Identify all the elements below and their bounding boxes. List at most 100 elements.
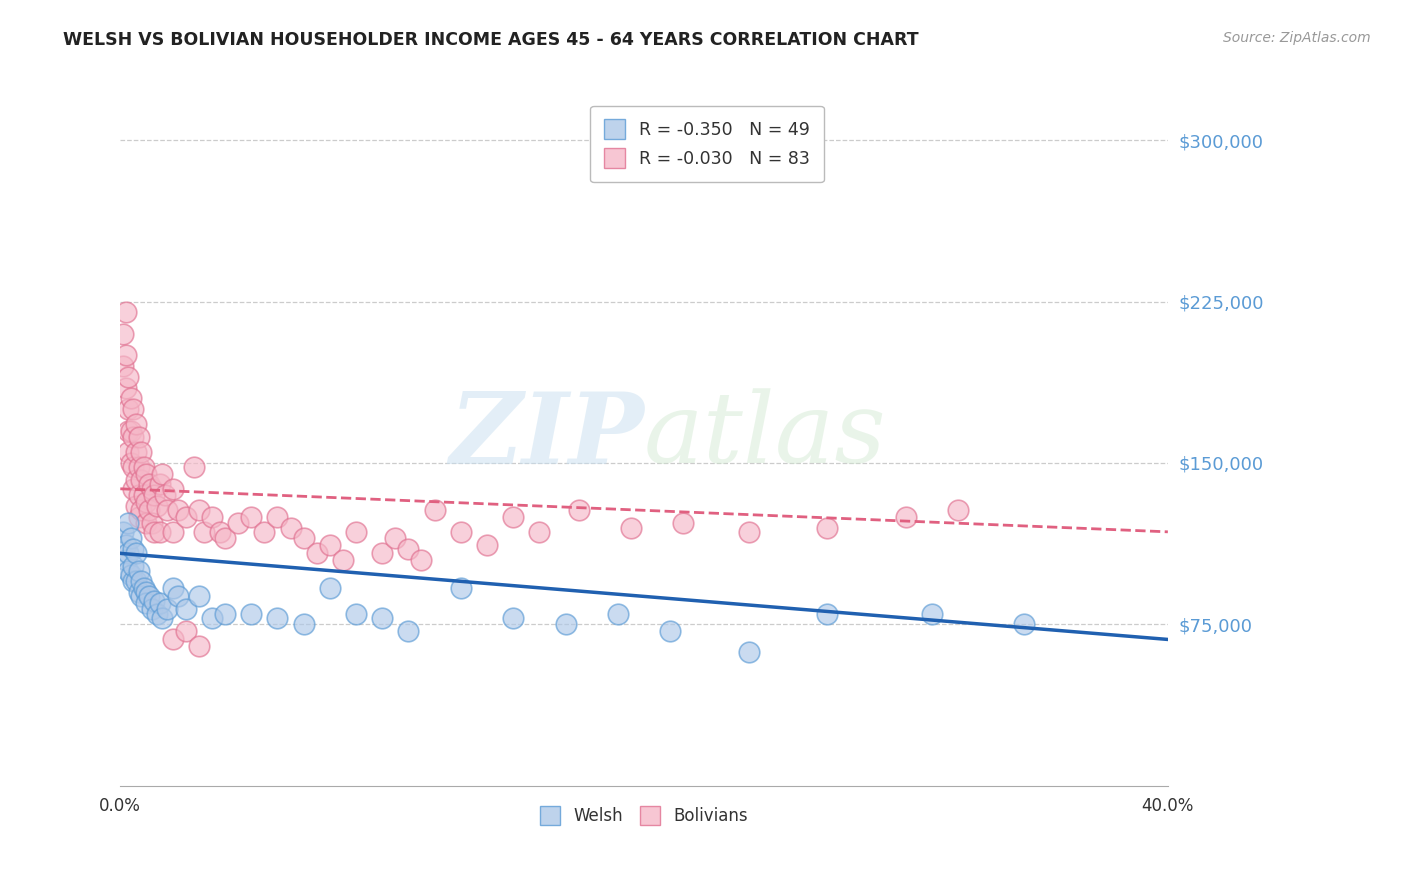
Point <box>125 574 148 589</box>
Point <box>143 524 166 539</box>
Point <box>117 424 139 438</box>
Point <box>502 611 524 625</box>
Point <box>153 488 176 502</box>
Point <box>280 520 302 534</box>
Point <box>162 482 184 496</box>
Point <box>253 524 276 539</box>
Point <box>167 590 190 604</box>
Point <box>135 516 157 531</box>
Point <box>319 538 342 552</box>
Point <box>226 516 249 531</box>
Point <box>815 607 838 621</box>
Point <box>120 392 142 406</box>
Point <box>738 645 761 659</box>
Point <box>475 538 498 552</box>
Point <box>208 524 231 539</box>
Point <box>659 624 682 638</box>
Point <box>150 611 173 625</box>
Point <box>120 531 142 545</box>
Point <box>122 460 145 475</box>
Point <box>117 546 139 560</box>
Point <box>292 531 315 545</box>
Point <box>141 516 163 531</box>
Point <box>1012 617 1035 632</box>
Point <box>214 607 236 621</box>
Point <box>423 503 446 517</box>
Point <box>948 503 970 517</box>
Point <box>502 509 524 524</box>
Point <box>143 488 166 502</box>
Point <box>167 503 190 517</box>
Point <box>214 531 236 545</box>
Point <box>815 520 838 534</box>
Point <box>187 590 209 604</box>
Point <box>117 370 139 384</box>
Point <box>143 593 166 607</box>
Point <box>138 477 160 491</box>
Point <box>128 509 150 524</box>
Point <box>396 542 419 557</box>
Point <box>554 617 576 632</box>
Point <box>174 624 197 638</box>
Point <box>128 585 150 599</box>
Point <box>240 509 263 524</box>
Point <box>129 473 152 487</box>
Point <box>193 524 215 539</box>
Point <box>606 607 628 621</box>
Point <box>187 503 209 517</box>
Text: Source: ZipAtlas.com: Source: ZipAtlas.com <box>1223 31 1371 45</box>
Point <box>128 430 150 444</box>
Point <box>384 531 406 545</box>
Point <box>174 602 197 616</box>
Point <box>125 499 148 513</box>
Point <box>114 553 136 567</box>
Point <box>122 482 145 496</box>
Point <box>201 611 224 625</box>
Point <box>450 581 472 595</box>
Point <box>156 602 179 616</box>
Point <box>371 546 394 560</box>
Point <box>146 499 169 513</box>
Point <box>114 305 136 319</box>
Point <box>122 430 145 444</box>
Point <box>620 520 643 534</box>
Point <box>450 524 472 539</box>
Point <box>125 546 148 560</box>
Point <box>371 611 394 625</box>
Text: ZIP: ZIP <box>449 388 644 484</box>
Point <box>128 564 150 578</box>
Point <box>122 559 145 574</box>
Point <box>135 467 157 481</box>
Point <box>738 524 761 539</box>
Point <box>135 585 157 599</box>
Point <box>174 509 197 524</box>
Point <box>132 488 155 502</box>
Point <box>120 424 142 438</box>
Point <box>128 488 150 502</box>
Point <box>148 596 170 610</box>
Point <box>117 402 139 417</box>
Point <box>187 639 209 653</box>
Point <box>344 524 367 539</box>
Point <box>162 524 184 539</box>
Point <box>138 503 160 517</box>
Point <box>183 460 205 475</box>
Point <box>117 516 139 531</box>
Point <box>266 611 288 625</box>
Text: WELSH VS BOLIVIAN HOUSEHOLDER INCOME AGES 45 - 64 YEARS CORRELATION CHART: WELSH VS BOLIVIAN HOUSEHOLDER INCOME AGE… <box>63 31 920 49</box>
Point <box>146 607 169 621</box>
Point <box>162 581 184 595</box>
Point <box>129 590 152 604</box>
Point <box>141 482 163 496</box>
Point <box>128 460 150 475</box>
Point <box>114 348 136 362</box>
Point <box>129 574 152 589</box>
Point <box>529 524 551 539</box>
Point <box>150 467 173 481</box>
Point <box>120 456 142 470</box>
Point <box>332 553 354 567</box>
Point <box>148 477 170 491</box>
Point <box>122 542 145 557</box>
Point <box>138 590 160 604</box>
Point <box>568 503 591 517</box>
